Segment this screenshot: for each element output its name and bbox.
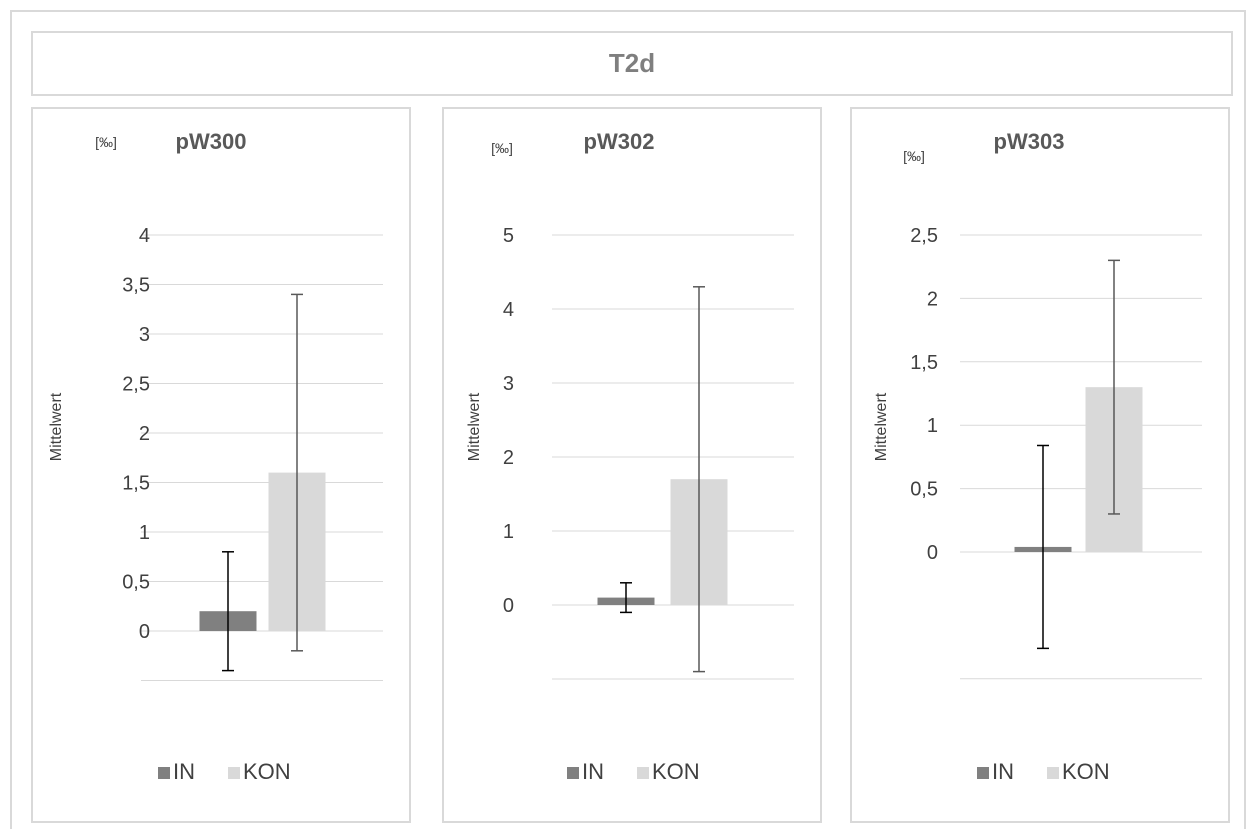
y-tick-label: 1,5 — [910, 352, 938, 374]
legend-label-kon: KON — [243, 759, 291, 784]
chart-title: pW303 — [994, 129, 1065, 154]
main-title: T2d — [608, 48, 656, 78]
legend-swatch-in — [567, 767, 579, 779]
y-axis-label: Mittelwert — [873, 392, 890, 461]
chart-2-svg: 5 4 3 2 1 0 pW302 [‰] Mittelwert IN KON — [466, 129, 794, 784]
chart-frame — [10, 10, 1246, 829]
legend-swatch-kon — [637, 767, 649, 779]
legend-label-in: IN — [582, 759, 604, 784]
chart-3-svg: 2,5 2 1,5 1 0,5 0 pW303 [‰] Mittelwert IN KON — [873, 129, 1202, 784]
chart-panel-1: 4 3,5 3 2,5 2 1,5 1 0,5 0 pW300 [‰] Mittelwert IN KON — [31, 107, 411, 823]
y-tick-label: 4 — [503, 299, 514, 321]
main-title-box: T2d — [31, 31, 1233, 96]
unit-label: [‰] — [903, 148, 925, 164]
y-tick-label: 1,5 — [122, 473, 150, 495]
chart-1-svg: 4 3,5 3 2,5 2 1,5 1 0,5 0 pW300 [‰] Mittelwert IN KON — [48, 129, 383, 784]
unit-label: [‰] — [95, 134, 117, 150]
legend-label-kon: KON — [1062, 759, 1110, 784]
y-axis-label: Mittelwert — [466, 392, 483, 461]
y-axis-label: Mittelwert — [48, 392, 65, 461]
legend-label-in: IN — [173, 759, 195, 784]
y-tick-label: 3,5 — [122, 275, 150, 297]
legend-swatch-kon — [228, 767, 240, 779]
y-tick-label: 0 — [139, 621, 150, 643]
chart-title: pW302 — [584, 129, 655, 154]
y-tick-label: 1 — [139, 522, 150, 544]
chart-panel-2: 5 4 3 2 1 0 pW302 [‰] Mittelwert IN KON — [442, 107, 822, 823]
y-tick-label: 2 — [927, 288, 938, 310]
y-tick-label: 2 — [503, 447, 514, 469]
unit-label: [‰] — [491, 140, 513, 156]
y-tick-label: 5 — [503, 225, 514, 247]
y-tick-label: 0 — [503, 595, 514, 617]
legend-swatch-in — [977, 767, 989, 779]
y-tick-label: 4 — [139, 225, 150, 247]
y-tick-label: 2,5 — [122, 374, 150, 396]
legend-label-in: IN — [992, 759, 1014, 784]
y-tick-label: 0 — [927, 542, 938, 564]
y-tick-label: 3 — [139, 324, 150, 346]
y-tick-label: 1 — [927, 415, 938, 437]
y-tick-label: 1 — [503, 521, 514, 543]
legend-swatch-kon — [1047, 767, 1059, 779]
y-tick-label: 2 — [139, 423, 150, 445]
y-tick-label: 0,5 — [122, 572, 150, 594]
y-tick-label: 0,5 — [910, 479, 938, 501]
y-tick-label: 3 — [503, 373, 514, 395]
legend-label-kon: KON — [652, 759, 700, 784]
chart-title: pW300 — [176, 129, 247, 154]
y-tick-label: 2,5 — [910, 225, 938, 247]
chart-panel-3: 2,5 2 1,5 1 0,5 0 pW303 [‰] Mittelwert IN KON — [850, 107, 1230, 823]
legend-swatch-in — [158, 767, 170, 779]
